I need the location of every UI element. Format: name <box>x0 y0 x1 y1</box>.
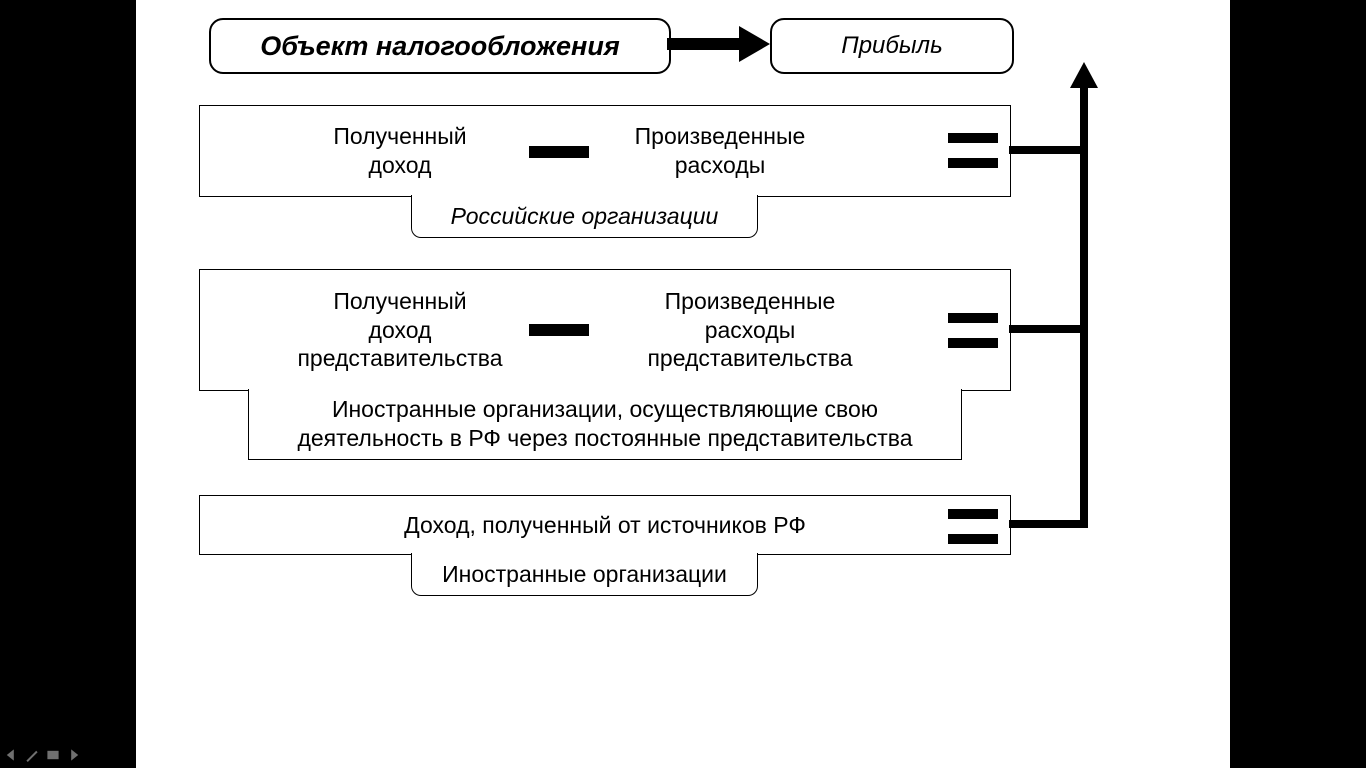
object-box: Объект налогообложения <box>209 18 671 74</box>
block1-main: Полученный доход Произведенные расходы <box>199 105 1011 197</box>
profit-box: Прибыль <box>770 18 1014 74</box>
caption-text: Российские организации <box>451 202 719 231</box>
slides-menu-icon[interactable] <box>46 748 60 762</box>
equals-icon <box>948 313 998 323</box>
object-label: Объект налогообложения <box>260 31 620 62</box>
text: представительства <box>297 344 502 373</box>
text: Полученный <box>333 122 466 151</box>
caption-text: деятельность в РФ через постоянные предс… <box>297 424 912 453</box>
equals-icon <box>948 338 998 348</box>
text: доход <box>369 316 432 345</box>
equals-icon <box>948 158 998 168</box>
block1-caption: Российские организации <box>411 195 758 238</box>
text: расходы <box>675 151 766 180</box>
block2-right: Произведенные расходы представительства <box>590 270 910 390</box>
block3-caption: Иностранные организации <box>411 553 758 596</box>
equals-icon <box>948 133 998 143</box>
text: представительства <box>647 344 852 373</box>
profit-label: Прибыль <box>841 32 942 60</box>
block3-main: Доход, полученный от источников РФ <box>199 495 1011 555</box>
minus-icon <box>529 146 589 158</box>
block2-main: Полученный доход представительства Произ… <box>199 269 1011 391</box>
text: Произведенные <box>665 287 836 316</box>
text: Полученный <box>333 287 466 316</box>
caption-text: Иностранные организации <box>442 560 727 589</box>
prev-slide-icon[interactable] <box>4 748 18 762</box>
block1-left: Полученный доход <box>260 106 540 196</box>
caption-text: Иностранные организации, осуществляющие … <box>332 395 878 424</box>
slide-nav <box>4 748 81 762</box>
text: доход <box>369 151 432 180</box>
next-slide-icon[interactable] <box>67 748 81 762</box>
text: Произведенные <box>635 122 806 151</box>
block1-right: Произведенные расходы <box>580 106 860 196</box>
text: расходы <box>705 316 796 345</box>
block3-text: Доход, полученный от источников РФ <box>404 511 806 540</box>
minus-icon <box>529 324 589 336</box>
slide-stage: Объект налогообложения Прибыль Полученны… <box>136 0 1230 768</box>
equals-icon <box>948 534 998 544</box>
equals-icon <box>948 509 998 519</box>
pen-icon[interactable] <box>25 748 39 762</box>
block2-caption: Иностранные организации, осуществляющие … <box>248 389 962 460</box>
block2-left: Полученный доход представительства <box>240 270 560 390</box>
header-arrow-icon <box>667 26 770 62</box>
